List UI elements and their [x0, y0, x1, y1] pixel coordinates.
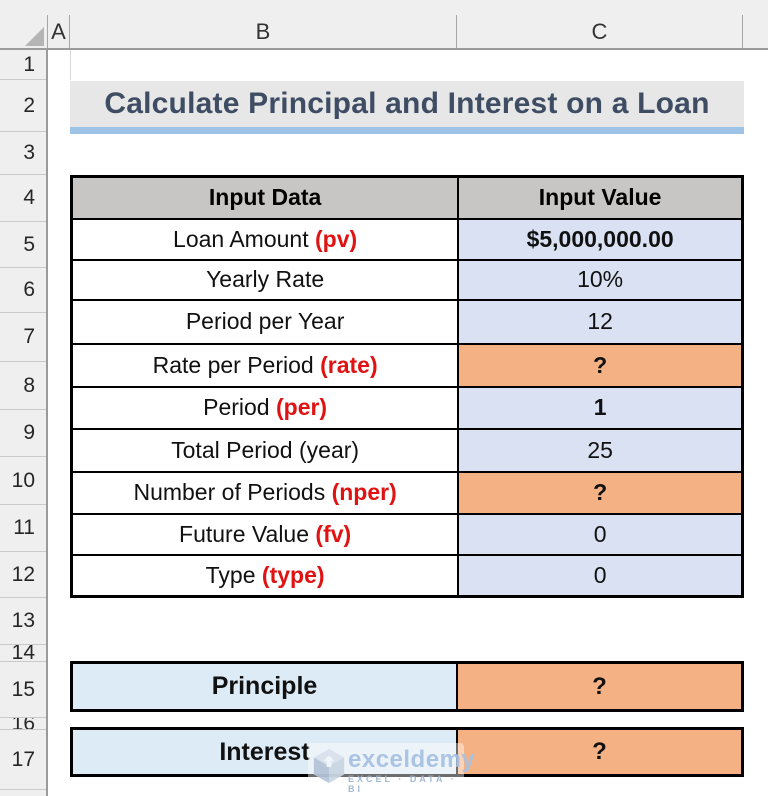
table-row: Type (type) 0	[70, 553, 744, 598]
row-label: Period	[203, 394, 276, 420]
row-header-3[interactable]: 3	[0, 132, 46, 175]
row-label: Rate per Period	[152, 351, 321, 378]
row-header-5[interactable]: 5	[0, 222, 46, 268]
row-header-16[interactable]: 16	[0, 718, 46, 730]
app-top-strip	[0, 0, 768, 15]
table-row: Total Period (year) 25	[70, 427, 744, 473]
row-header-2[interactable]: 2	[0, 80, 46, 132]
row-header-13[interactable]: 13	[0, 598, 46, 645]
select-all-triangle-icon	[25, 27, 44, 46]
interest-label-cell[interactable]: Interest	[73, 730, 458, 774]
row-label: Future Value	[179, 520, 316, 547]
table-row: Yearly Rate 10%	[70, 258, 744, 301]
row-label: Total Period (year)	[171, 436, 360, 463]
row-value-cell[interactable]: 25	[457, 427, 744, 473]
row-label-cell[interactable]: Future Value (fv)	[70, 512, 460, 556]
table-row: Number of Periods (nper) ?	[70, 470, 744, 515]
input-data-header-cell[interactable]: Input Data	[70, 175, 460, 220]
row-header-11[interactable]: 11	[0, 505, 46, 552]
input-value-header-cell[interactable]: Input Value	[457, 175, 744, 220]
row-label-cell[interactable]: Rate per Period (rate)	[70, 342, 460, 388]
row-label-red: (pv)	[315, 225, 358, 252]
row-value-cell[interactable]: 12	[457, 298, 744, 345]
table-row: Period (per) 1	[70, 385, 744, 430]
select-all-corner[interactable]	[0, 15, 48, 48]
table-row: Loan Amount (pv) $5,000,000.00	[70, 217, 744, 261]
row-label: Loan Amount	[173, 225, 315, 252]
row-value-cell[interactable]: $5,000,000.00	[457, 217, 744, 261]
row-label-cell[interactable]: Type (type)	[70, 553, 460, 598]
gridline	[70, 50, 71, 80]
row-header-18[interactable]	[0, 790, 46, 796]
row-header-8[interactable]: 8	[0, 362, 46, 410]
row-header-column: 1 2 3 4 5 6 7 8 9 10 11 12 13 14 15 16 1…	[0, 50, 48, 796]
row-header-14[interactable]: 14	[0, 645, 46, 662]
row-label-red: (nper)	[331, 479, 397, 505]
table-row: Period per Year 12	[70, 298, 744, 345]
exceldemy-watermark: exceldemy EXCEL · DATA · BI	[308, 743, 475, 794]
row-header-1[interactable]: 1	[0, 50, 46, 80]
row-value-cell[interactable]: 0	[457, 512, 744, 556]
watermark-brand-text: exceldemy	[348, 746, 476, 773]
row-label-red: (rate)	[320, 351, 378, 378]
table-row: Rate per Period (rate) ?	[70, 342, 744, 388]
input-table: Input Data Input Value Loan Amount (pv) …	[70, 175, 744, 598]
row-header-7[interactable]: 7	[0, 313, 46, 362]
principle-row: Principle ?	[70, 661, 744, 712]
row-label: Number of Periods	[133, 479, 332, 505]
row-label: Type	[205, 561, 262, 588]
row-header-9[interactable]: 9	[0, 410, 46, 457]
row-value-cell[interactable]: 1	[457, 385, 744, 430]
row-label-cell[interactable]: Period (per)	[70, 385, 460, 430]
row-label-red: (fv)	[315, 520, 352, 547]
row-label-cell[interactable]: Total Period (year)	[70, 427, 460, 473]
row-value-cell[interactable]: 0	[457, 553, 744, 598]
column-header-row: A B C	[0, 15, 768, 50]
watermark-tagline-text: EXCEL · DATA · BI	[348, 774, 457, 794]
row-header-12[interactable]: 12	[0, 552, 46, 598]
row-label-cell[interactable]: Loan Amount (pv)	[70, 217, 460, 261]
row-value-cell[interactable]: ?	[457, 342, 744, 388]
principle-label-cell[interactable]: Principle	[73, 664, 458, 709]
row-value-cell[interactable]: ?	[457, 470, 744, 515]
row-label-red: (per)	[275, 394, 328, 420]
column-header-c[interactable]: C	[457, 15, 743, 48]
row-header-6[interactable]: 6	[0, 268, 46, 313]
row-header-10[interactable]: 10	[0, 457, 46, 505]
exceldemy-logo-icon	[313, 748, 345, 784]
column-header-b[interactable]: B	[70, 15, 457, 48]
table-header-row: Input Data Input Value	[70, 175, 744, 220]
row-header-17[interactable]: 17	[0, 730, 46, 790]
row-label-cell[interactable]: Number of Periods (nper)	[70, 470, 460, 515]
row-label: Yearly Rate	[206, 266, 325, 292]
principle-value-cell[interactable]: ?	[458, 664, 741, 709]
row-header-4[interactable]: 4	[0, 175, 46, 222]
column-header-filler	[743, 15, 768, 48]
column-header-a[interactable]: A	[48, 15, 70, 48]
interest-row: Interest ?	[70, 727, 744, 777]
row-header-15[interactable]: 15	[0, 662, 46, 718]
page-title: Calculate Principal and Interest on a Lo…	[104, 87, 710, 120]
row-label: Period per Year	[185, 308, 345, 334]
row-label-red: (type)	[261, 561, 325, 588]
sheet-title-cell[interactable]: Calculate Principal and Interest on a Lo…	[70, 81, 744, 134]
row-value-cell[interactable]: 10%	[457, 258, 744, 301]
row-label-cell[interactable]: Yearly Rate	[70, 258, 460, 301]
interest-value-cell[interactable]: ?	[458, 730, 741, 774]
table-row: Future Value (fv) 0	[70, 512, 744, 556]
row-label-cell[interactable]: Period per Year	[70, 298, 460, 345]
